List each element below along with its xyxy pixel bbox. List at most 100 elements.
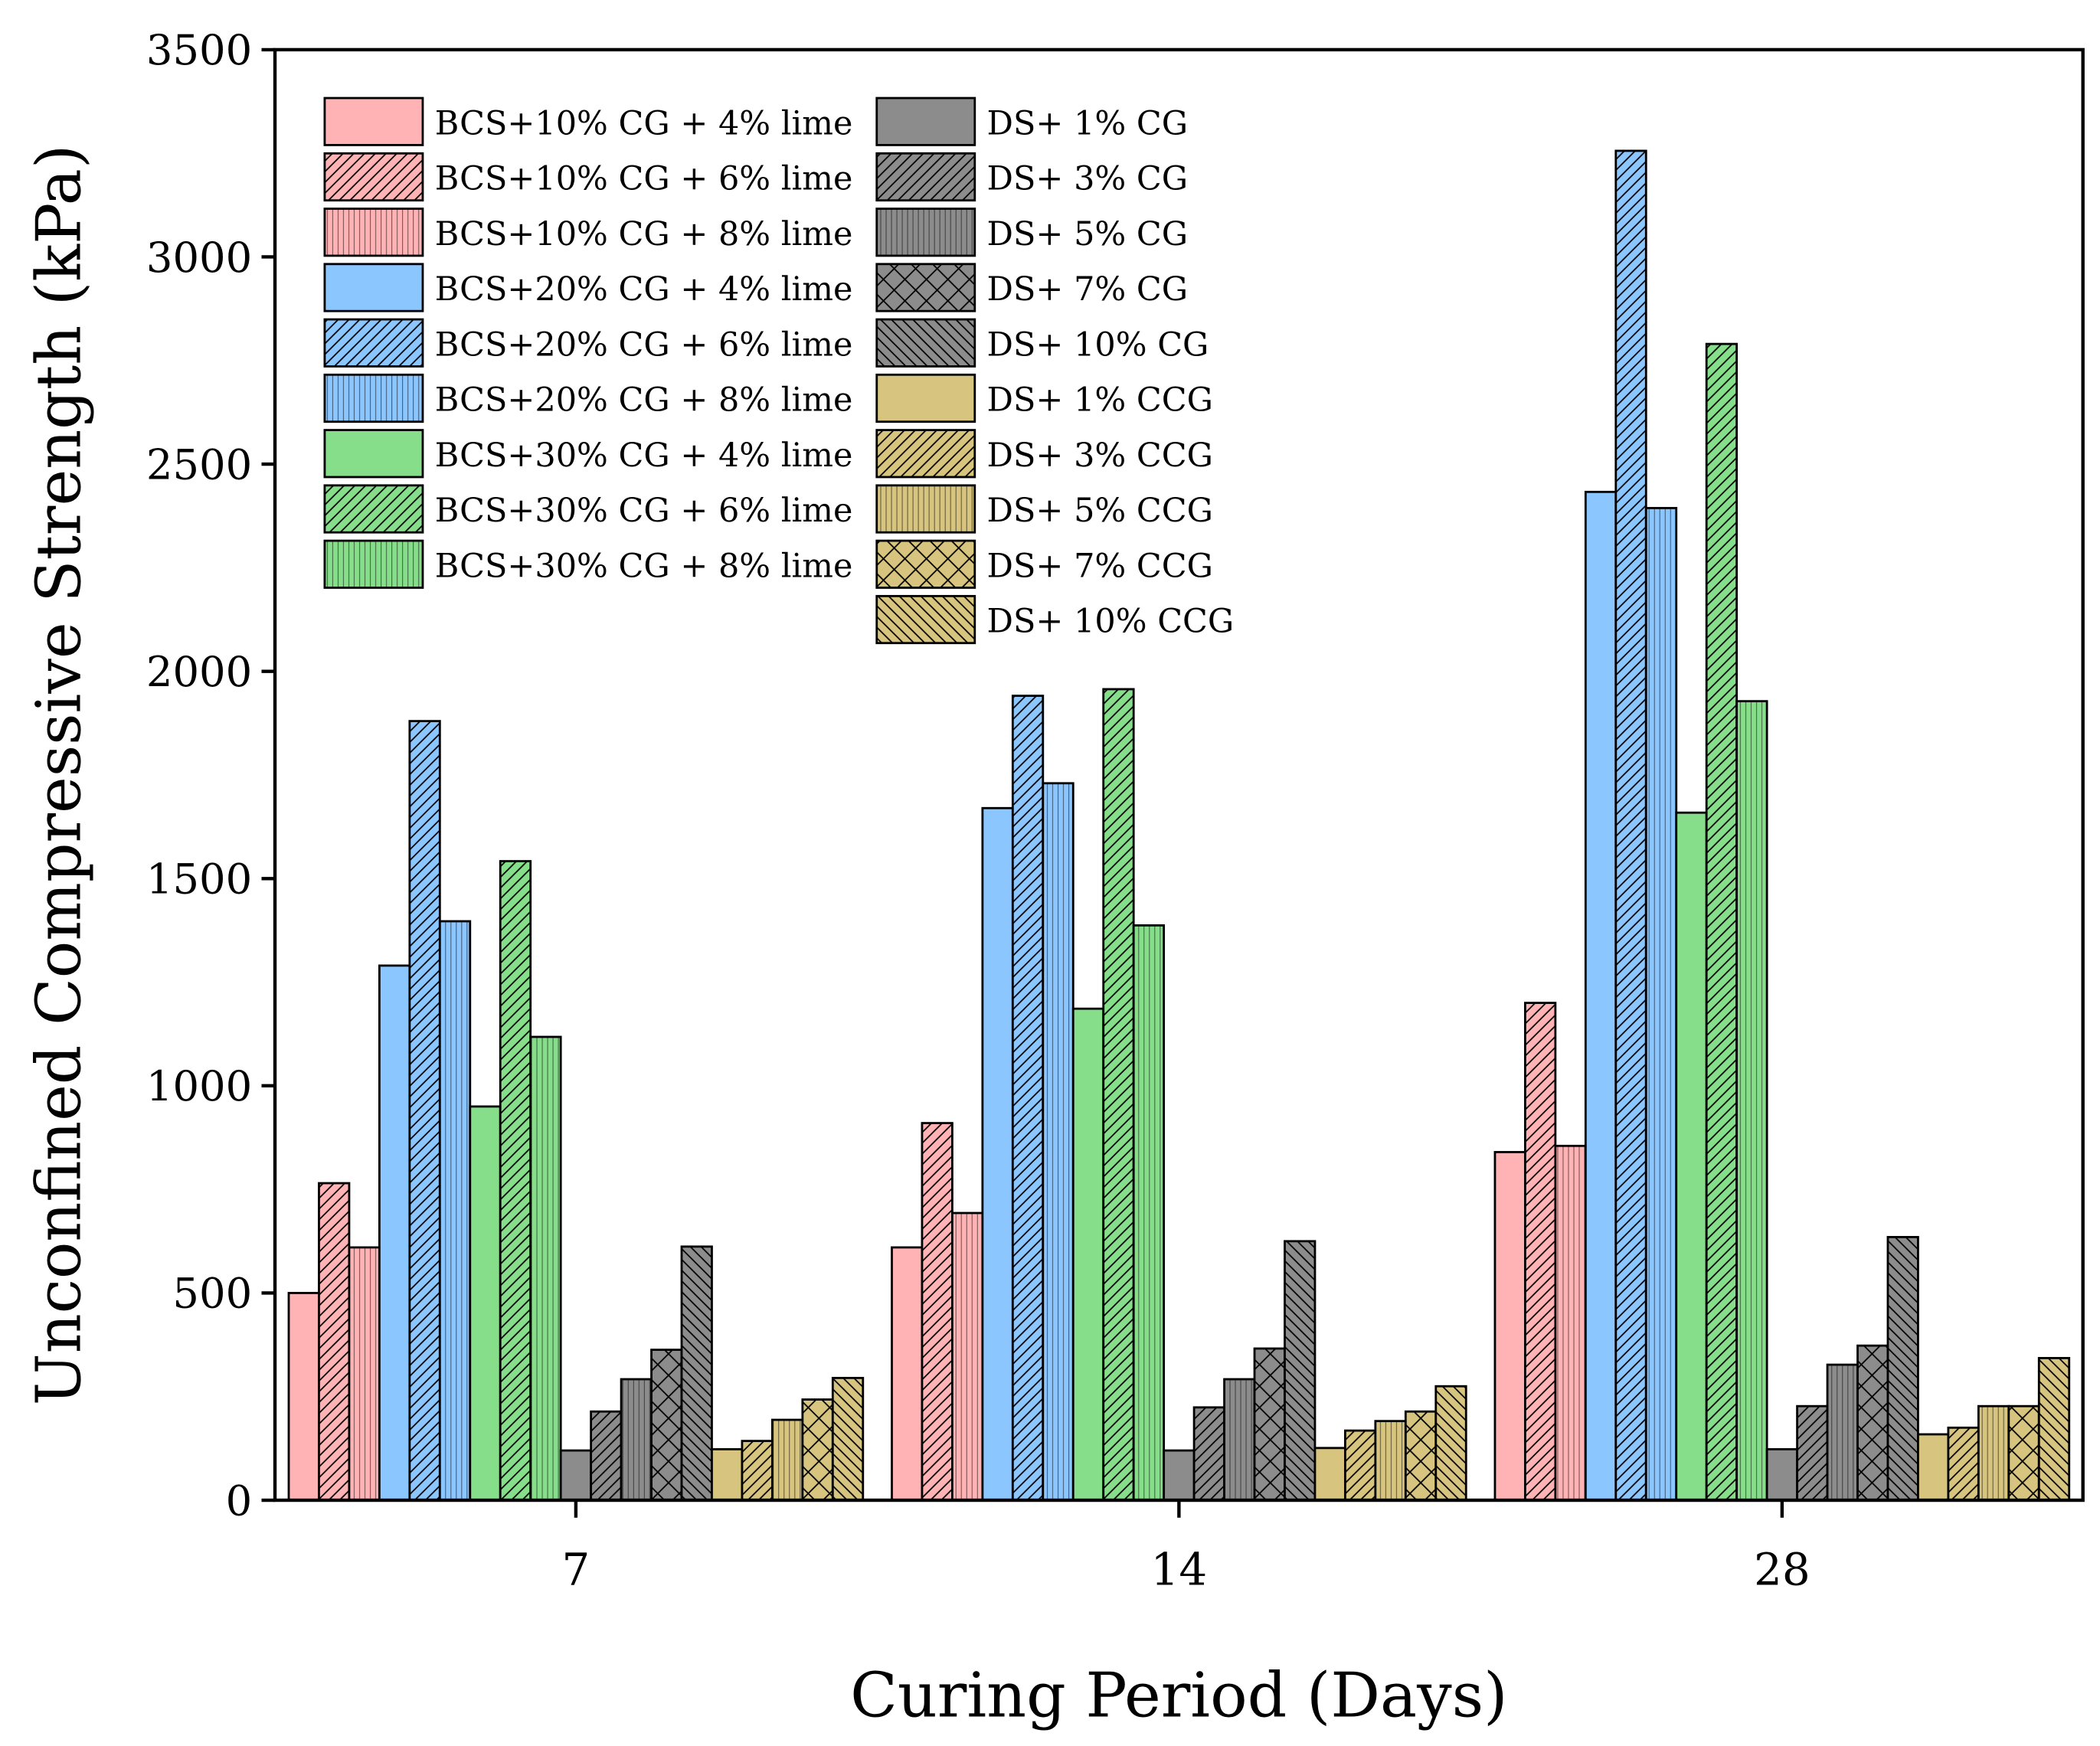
bar: [1705, 342, 1739, 1502]
legend-item: BCS+10% CG + 8% lime: [323, 208, 852, 257]
legend-item: DS+ 7% CCG: [875, 539, 1213, 589]
legend-swatch: [323, 373, 424, 423]
y-tick-label: 3000: [146, 234, 252, 282]
bar: [1493, 1151, 1526, 1502]
legend-label: DS+ 3% CG: [987, 160, 1188, 198]
legend-swatch: [875, 373, 976, 423]
bar: [590, 1410, 623, 1502]
legend-label: DS+ 7% CG: [987, 270, 1188, 309]
bar: [1614, 149, 1647, 1502]
legend-item: DS+ 5% CG: [875, 208, 1188, 257]
bar: [1042, 782, 1075, 1502]
bar: [1826, 1363, 1859, 1502]
y-tick-label: 3500: [146, 26, 252, 74]
legend-swatch: [875, 96, 976, 146]
legend-label: DS+ 7% CCG: [987, 547, 1213, 585]
bar: [348, 1246, 381, 1502]
legend-label: BCS+30% CG + 8% lime: [435, 547, 853, 585]
bar: [891, 1246, 924, 1502]
bar: [1765, 1448, 1798, 1502]
bar: [1584, 490, 1618, 1502]
y-axis-label: Unconfined Compressive Strength (kPa): [24, 145, 96, 1406]
bar: [1071, 1007, 1105, 1502]
legend-label: BCS+20% CG + 6% lime: [435, 325, 853, 364]
legend-label: BCS+30% CG + 4% lime: [435, 436, 853, 475]
legend-item: DS+ 3% CCG: [875, 429, 1213, 479]
bar: [1313, 1447, 1346, 1502]
bar: [951, 1211, 984, 1502]
bar: [2007, 1404, 2040, 1502]
legend-label: DS+ 1% CCG: [987, 381, 1213, 420]
legend-item: DS+ 3% CG: [875, 152, 1188, 202]
legend-swatch: [875, 594, 976, 645]
legend-label: BCS+30% CG + 6% lime: [435, 492, 853, 530]
bar: [1102, 688, 1135, 1502]
bar: [1434, 1385, 1467, 1502]
bar: [1404, 1410, 1438, 1502]
x-tick-label: 28: [1754, 1544, 1811, 1596]
bar: [1947, 1426, 1980, 1502]
x-axis-label: Curing Period (Days): [850, 1659, 1507, 1731]
legend-label: DS+ 3% CCG: [987, 436, 1213, 475]
bar: [378, 964, 411, 1502]
legend-item: BCS+10% CG + 4% lime: [323, 96, 852, 146]
bar: [559, 1449, 593, 1502]
y-tick-label: 1500: [146, 855, 252, 904]
bar: [1796, 1404, 1829, 1502]
bar: [801, 1398, 834, 1502]
legend-label: DS+ 5% CG: [987, 215, 1188, 253]
legend-label: DS+ 5% CCG: [987, 492, 1213, 530]
x-tick-label: 7: [561, 1544, 590, 1596]
legend-swatch: [323, 539, 424, 589]
bar: [2037, 1357, 2071, 1502]
legend-label: BCS+10% CG + 6% lime: [435, 160, 853, 198]
bar: [1735, 700, 1768, 1502]
bar: [499, 860, 532, 1502]
legend-item: BCS+20% CG + 8% lime: [323, 373, 853, 423]
legend-item: DS+ 1% CG: [875, 96, 1188, 146]
bar: [1374, 1420, 1407, 1502]
legend-item: DS+ 1% CCG: [875, 373, 1213, 423]
legend-swatch: [323, 484, 424, 534]
bar: [1344, 1429, 1377, 1502]
legend-swatch: [875, 152, 976, 202]
legend-item: BCS+10% CG + 6% lime: [323, 152, 853, 202]
legend-label: DS+ 1% CG: [987, 104, 1188, 142]
legend-item: DS+ 5% CCG: [875, 484, 1213, 534]
legend-item: DS+ 10% CG: [875, 318, 1209, 368]
legend-label: BCS+20% CG + 4% lime: [435, 270, 853, 309]
bar: [1011, 695, 1045, 1502]
legend-item: BCS+30% CG + 6% lime: [323, 484, 853, 534]
bar: [1977, 1404, 2010, 1502]
legend-label: DS+ 10% CCG: [987, 603, 1235, 641]
legend-swatch: [875, 429, 976, 479]
bar: [1554, 1144, 1587, 1502]
bar: [1675, 811, 1708, 1502]
y-tick-label: 0: [226, 1476, 253, 1525]
bar: [1917, 1433, 1950, 1502]
bars: [287, 149, 2071, 1502]
y-axis: 0 500 1000 1500 2000 2500 3000 3500: [146, 26, 276, 1525]
bar: [1524, 1002, 1557, 1502]
legend-swatch: [323, 318, 424, 368]
x-tick-label: 14: [1151, 1544, 1208, 1596]
legend: BCS+10% CG + 4% lime BCS+10% CG + 6% lime…: [323, 96, 1235, 645]
legend-swatch: [323, 152, 424, 202]
legend-swatch: [323, 263, 424, 312]
y-tick-label: 2500: [146, 440, 252, 489]
y-tick-label: 2000: [146, 648, 252, 696]
legend-swatch: [875, 484, 976, 534]
legend-item: BCS+30% CG + 4% lime: [323, 429, 853, 479]
legend-swatch: [323, 429, 424, 479]
y-tick-label: 500: [172, 1270, 252, 1318]
legend-label: BCS+20% CG + 8% lime: [435, 381, 853, 420]
bar: [1284, 1240, 1317, 1502]
bar: [921, 1122, 954, 1502]
legend-swatch: [323, 208, 424, 257]
x-axis: 7 14 28: [561, 1500, 1811, 1596]
legend-item: DS+ 7% CG: [875, 263, 1188, 312]
legend-label: DS+ 10% CG: [987, 325, 1209, 364]
bar: [1223, 1378, 1256, 1502]
bar: [650, 1349, 683, 1502]
